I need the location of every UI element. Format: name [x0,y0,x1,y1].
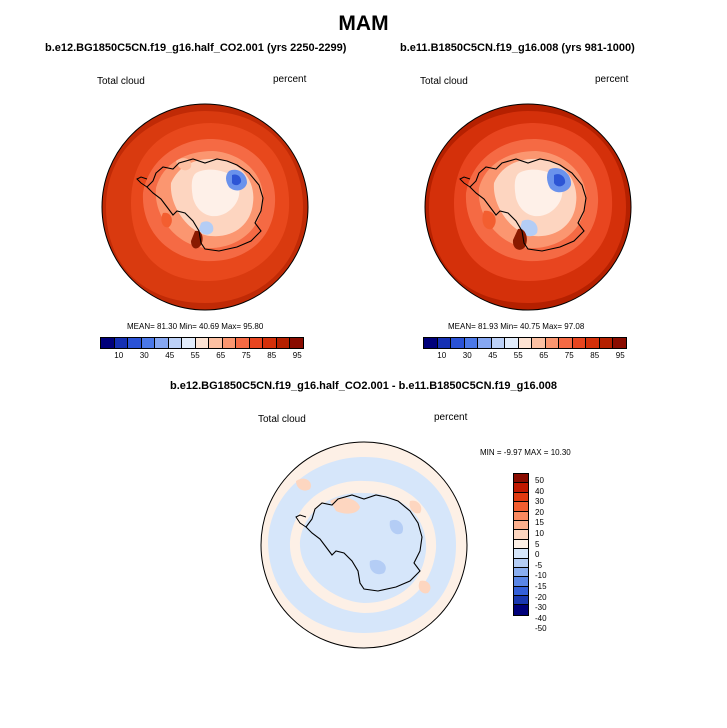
colorbar-tick: 75 [564,351,574,360]
colorbar-tick: 85 [267,351,277,360]
colorbar-tick: 30 [535,497,544,507]
panel-2-units-label: percent [595,74,629,85]
colorbar-tick: 40 [535,486,544,496]
colorbar-tick: -5 [535,560,543,570]
panel-1-field-label: Total cloud [97,76,145,87]
colorbar-tick: 15 [535,518,544,528]
colorbar-tick: 10 [114,351,124,360]
colorbar-tick: 20 [535,507,544,517]
panel-1-stats: MEAN= 81.30 Min= 40.69 Max= 95.80 [127,322,264,331]
panel-1-colorbar [100,337,304,349]
diff-colorbar [513,473,529,616]
colorbar-tick: 65 [216,351,226,360]
colorbar-tick: 95 [292,351,302,360]
diff-stats: MIN = -9.97 MAX = 10.30 [480,448,571,457]
colorbar-tick: -20 [535,592,547,602]
colorbar-tick: 50 [535,476,544,485]
panel-2-stats: MEAN= 81.93 Min= 40.75 Max= 97.08 [448,322,585,331]
colorbar-tick: 95 [615,351,625,360]
colorbar-tick: 5 [535,539,540,549]
colorbar-tick: -40 [535,613,547,623]
colorbar-tick: 55 [190,351,200,360]
diff-units-label: percent [434,412,468,423]
panel-1-polar-map [101,103,309,311]
panel-1-case-title: b.e12.BG1850C5CN.f19_g16.half_CO2.001 (y… [45,42,347,54]
colorbar-tick: 75 [241,351,251,360]
panel-2-field-label: Total cloud [420,76,468,87]
colorbar-tick: 30 [462,351,472,360]
colorbar-tick: 10 [437,351,447,360]
colorbar-tick: 45 [488,351,498,360]
colorbar-tick: 55 [513,351,523,360]
panel-2-polar-map [424,103,632,311]
colorbar-tick: 65 [539,351,549,360]
figure-title: MAM [338,12,389,35]
panel-2-colorbar [423,337,627,349]
panel-1-colorbar-ticks: 10 30 45 55 65 75 85 95 [106,351,310,360]
colorbar-tick: 30 [139,351,149,360]
diff-polar-map [260,441,468,649]
colorbar-tick: 10 [535,528,544,538]
panel-1-units-label: percent [273,74,307,85]
diff-case-title: b.e12.BG1850C5CN.f19_g16.half_CO2.001 - … [169,380,558,392]
colorbar-tick: -10 [535,571,547,581]
colorbar-tick: 85 [590,351,600,360]
colorbar-tick: 0 [535,550,540,560]
colorbar-tick: -15 [535,581,547,591]
panel-2-case-title: b.e11.B1850C5CN.f19_g16.008 (yrs 981-100… [400,42,635,54]
colorbar-tick: -50 [535,624,547,634]
diff-field-label: Total cloud [258,414,306,425]
colorbar-tick: 45 [165,351,175,360]
panel-2-colorbar-ticks: 10 30 45 55 65 75 85 95 [429,351,633,360]
colorbar-tick: -30 [535,603,547,613]
diff-colorbar-ticks: 50 40 30 20 15 10 5 0 -5 -10 -15 -20 -30… [535,476,547,635]
